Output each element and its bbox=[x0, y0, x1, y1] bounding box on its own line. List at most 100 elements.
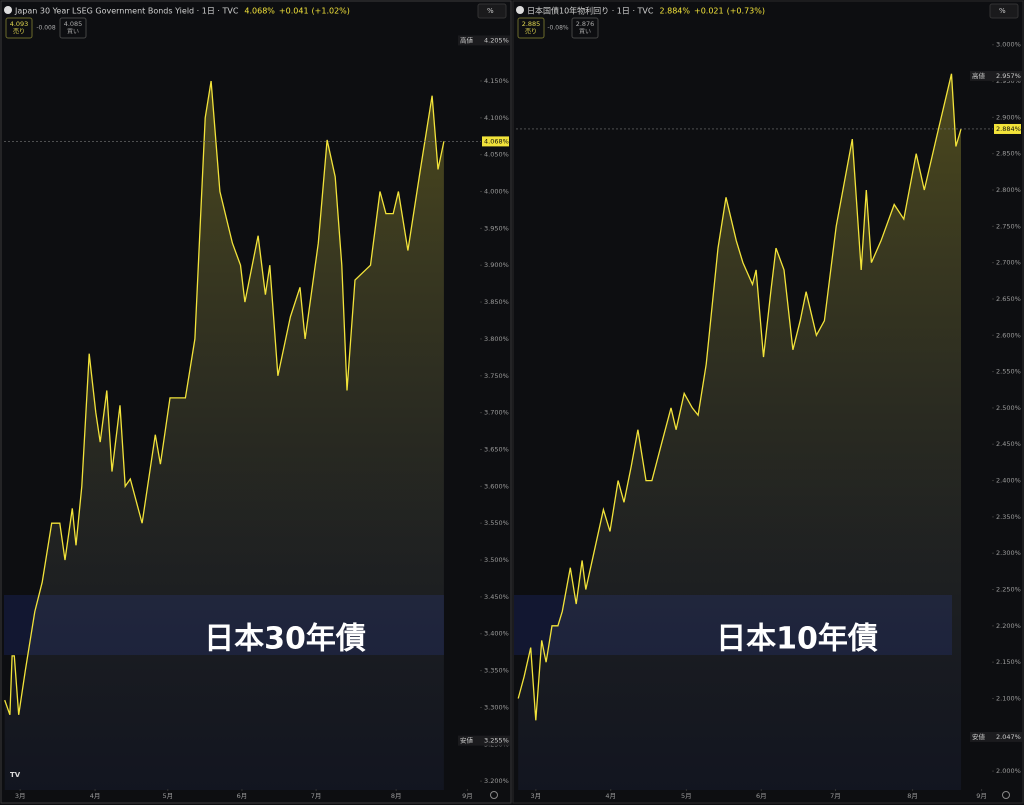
y-tick-label: 2.900% bbox=[996, 113, 1021, 121]
last-price-badge bbox=[482, 136, 509, 147]
annotation-value: 2.047% bbox=[996, 733, 1021, 741]
x-tick-label: 8月 bbox=[391, 792, 402, 800]
buy-label: 買い bbox=[579, 29, 591, 36]
y-tick-label: 4.050% bbox=[484, 151, 509, 159]
x-tick-label: 6月 bbox=[237, 792, 248, 800]
area bbox=[4, 81, 444, 790]
y-tick-label: 3.950% bbox=[484, 224, 509, 232]
buy-box bbox=[59, 17, 87, 39]
annotation-label: 高値 bbox=[972, 71, 986, 80]
symbol-title: Japan 30 Year LSEG Government Bonds Yiel… bbox=[14, 7, 239, 16]
y-tick-label: 2.700% bbox=[996, 259, 1021, 267]
sell-box bbox=[5, 17, 33, 39]
annotation-bg bbox=[458, 735, 510, 746]
panel-border bbox=[0, 0, 512, 804]
x-tick-label: 9月 bbox=[462, 792, 473, 800]
y-tick-label: 2.000% bbox=[996, 767, 1021, 775]
y-tick-label: 3.750% bbox=[484, 372, 509, 380]
annotation-label: 安値 bbox=[972, 732, 986, 741]
x-tick-label: 3月 bbox=[531, 792, 542, 800]
y-tick-label: 2.750% bbox=[996, 222, 1021, 230]
y-tick-label: 2.650% bbox=[996, 295, 1021, 303]
y-tick-label: 3.800% bbox=[484, 335, 509, 343]
y-tick-label: 2.150% bbox=[996, 658, 1021, 666]
price-line bbox=[4, 80, 445, 716]
x-tick-label: 4月 bbox=[90, 792, 101, 800]
spread: -0.08% bbox=[547, 25, 569, 32]
x-tick-label: 4月 bbox=[605, 792, 616, 800]
percent-button[interactable] bbox=[477, 3, 507, 19]
percent-button-label[interactable]: % bbox=[999, 7, 1006, 15]
header-change-pct: (+0.73%) bbox=[727, 7, 765, 16]
header-price: 4.068% bbox=[244, 7, 275, 16]
x-tick-label: 8月 bbox=[907, 792, 918, 800]
header-change: +0.041 bbox=[279, 7, 309, 16]
symbol-icon bbox=[4, 6, 12, 14]
buy-price: 2.876 bbox=[576, 20, 595, 28]
y-tick-label: 3.500% bbox=[484, 556, 509, 564]
y-tick-label: 4.000% bbox=[484, 188, 509, 196]
percent-button[interactable] bbox=[989, 3, 1019, 19]
x-tick-label: 5月 bbox=[681, 792, 692, 800]
y-tick-label: 3.200% bbox=[484, 777, 509, 785]
area bbox=[518, 73, 962, 791]
percent-button-label[interactable]: % bbox=[487, 7, 494, 15]
annotation-value: 3.255% bbox=[484, 737, 509, 745]
x-tick-label: 9月 bbox=[976, 792, 987, 800]
y-tick-label: 2.800% bbox=[996, 186, 1021, 194]
buy-label: 買い bbox=[67, 29, 79, 36]
header-price: 2.884% bbox=[659, 7, 690, 16]
y-tick-label: 3.450% bbox=[484, 593, 509, 601]
annotation-label: 安値 bbox=[460, 736, 474, 745]
y-tick-label: 4.100% bbox=[484, 114, 509, 122]
y-tick-label: 2.950% bbox=[996, 77, 1021, 85]
annotation-label: 高値 bbox=[460, 35, 474, 44]
y-tick-label: 3.700% bbox=[484, 409, 509, 417]
overlay-title: 日本10年債 bbox=[716, 622, 878, 657]
spread: -0.008 bbox=[36, 25, 56, 32]
y-tick-label: 2.200% bbox=[996, 622, 1021, 630]
sell-price: 4.093 bbox=[10, 20, 29, 28]
y-tick-label: 2.100% bbox=[996, 694, 1021, 702]
last-price-label: 4.068% bbox=[484, 137, 509, 145]
x-tick-label: 5月 bbox=[162, 792, 173, 800]
y-tick-label: 3.300% bbox=[484, 703, 509, 711]
y-tick-label: 2.300% bbox=[996, 549, 1021, 557]
y-tick-label: 2.600% bbox=[996, 331, 1021, 339]
panel-border bbox=[512, 0, 1024, 804]
y-tick-label: 3.600% bbox=[484, 482, 509, 490]
annotation-bg bbox=[970, 731, 1022, 742]
symbol-title: 日本国債10年物利回り · 1日 · TVC bbox=[527, 6, 654, 16]
x-tick-label: 6月 bbox=[756, 792, 767, 800]
symbol-icon bbox=[516, 6, 524, 14]
annotation-value: 4.205% bbox=[484, 36, 509, 44]
x-tick-label: 7月 bbox=[830, 792, 841, 800]
annotation-bg bbox=[458, 35, 510, 46]
settings-icon bbox=[1002, 791, 1010, 799]
header-change: +0.021 bbox=[694, 7, 724, 16]
y-tick-label: 3.900% bbox=[484, 261, 509, 269]
sell-box bbox=[517, 17, 545, 39]
last-price-badge bbox=[994, 123, 1021, 134]
y-tick-label: 2.250% bbox=[996, 586, 1021, 594]
y-tick-label: 2.500% bbox=[996, 404, 1021, 412]
y-tick-label: 3.000% bbox=[996, 41, 1021, 49]
y-tick-label: 3.850% bbox=[484, 298, 509, 306]
y-tick-label: 3.650% bbox=[484, 445, 509, 453]
y-tick-label: 3.400% bbox=[484, 630, 509, 638]
price-line bbox=[517, 73, 962, 721]
x-tick-label: 7月 bbox=[311, 792, 322, 800]
y-tick-label: 3.550% bbox=[484, 519, 509, 527]
last-price-label: 2.884% bbox=[996, 125, 1021, 133]
sell-label: 売り bbox=[13, 28, 25, 36]
overlay-title: 日本30年債 bbox=[204, 622, 366, 657]
x-tick-label: 3月 bbox=[15, 792, 26, 800]
y-tick-label: 2.450% bbox=[996, 440, 1021, 448]
y-tick-label: 3.350% bbox=[484, 667, 509, 675]
buy-box bbox=[571, 17, 599, 39]
y-tick-label: 2.400% bbox=[996, 477, 1021, 485]
annotation-value: 2.957% bbox=[996, 72, 1021, 80]
y-tick-label: 2.350% bbox=[996, 513, 1021, 521]
sell-label: 売り bbox=[525, 28, 537, 36]
